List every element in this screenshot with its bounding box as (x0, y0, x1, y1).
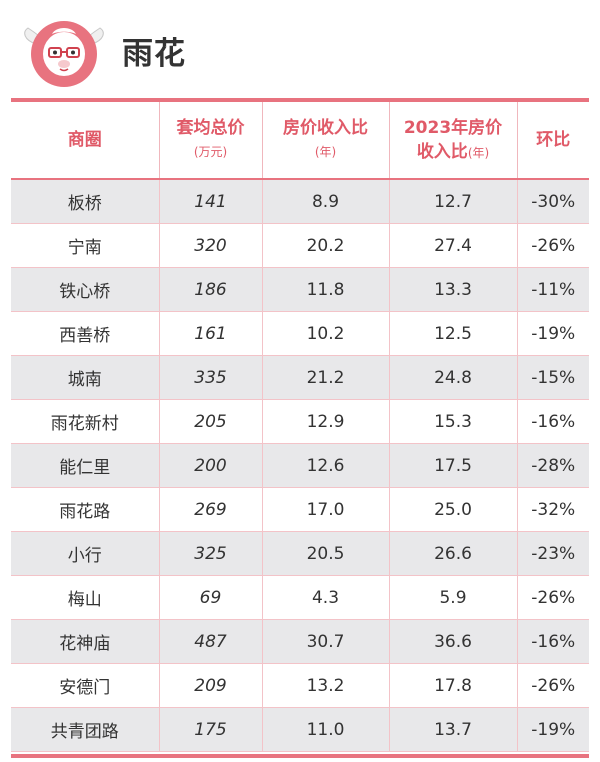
avg-total-price-cell: 209 (159, 663, 263, 708)
price-income-ratio-cell: 13.2 (262, 663, 390, 708)
table-header-row: 商圈 套均总价 (万元) 房价收入比 (年) 2023年房价 收入比(年) 环比 (11, 102, 589, 180)
avg-total-price-cell: 487 (159, 619, 263, 664)
table-row: 西善桥 161 10.2 12.5 -19% (11, 311, 589, 356)
change-cell: -16% (517, 619, 589, 664)
change-cell: -19% (517, 707, 589, 752)
avg-total-price-cell: 205 (159, 399, 263, 444)
district-cell: 雨花新村 (11, 399, 160, 444)
district-cell: 板桥 (11, 179, 160, 224)
page-title: 雨花 (122, 36, 186, 72)
district-cell: 梅山 (11, 575, 160, 620)
table-row: 梅山 69 4.3 5.9 -26% (11, 575, 589, 620)
price-income-ratio-2023-cell: 12.5 (389, 311, 518, 356)
price-income-ratio-cell: 20.2 (262, 223, 390, 268)
district-cell: 小行 (11, 531, 160, 576)
district-cell: 雨花路 (11, 487, 160, 532)
price-income-ratio-2023-cell: 15.3 (389, 399, 518, 444)
price-income-ratio-cell: 10.2 (262, 311, 390, 356)
table-top-rule (11, 98, 589, 102)
district-cell: 能仁里 (11, 443, 160, 488)
change-cell: -23% (517, 531, 589, 576)
change-cell: -15% (517, 355, 589, 400)
table-row: 宁南 320 20.2 27.4 -26% (11, 223, 589, 268)
price-income-ratio-cell: 17.0 (262, 487, 390, 532)
change-cell: -26% (517, 575, 589, 620)
price-income-ratio-2023-cell: 5.9 (389, 575, 518, 620)
district-cell: 花神庙 (11, 619, 160, 664)
avg-total-price-cell: 269 (159, 487, 263, 532)
table-row: 铁心桥 186 11.8 13.3 -11% (11, 267, 589, 312)
price-income-table: 商圈 套均总价 (万元) 房价收入比 (年) 2023年房价 收入比(年) 环比 (11, 102, 589, 752)
cartoon-mascot-logo-icon (24, 21, 104, 87)
district-cell: 西善桥 (11, 311, 160, 356)
table-row: 雨花路 269 17.0 25.0 -32% (11, 487, 589, 532)
price-income-ratio-2023-cell: 25.0 (389, 487, 518, 532)
table-row: 能仁里 200 12.6 17.5 -28% (11, 443, 589, 488)
change-cell: -11% (517, 267, 589, 312)
price-income-ratio-cell: 8.9 (262, 179, 390, 224)
price-income-ratio-cell: 11.8 (262, 267, 390, 312)
column-header-avg-total-price: 套均总价 (万元) (159, 102, 263, 180)
district-cell: 宁南 (11, 223, 160, 268)
price-income-ratio-cell: 21.2 (262, 355, 390, 400)
price-income-ratio-2023-cell: 13.3 (389, 267, 518, 312)
change-cell: -30% (517, 179, 589, 224)
table-row: 城南 335 21.2 24.8 -15% (11, 355, 589, 400)
page-header: 雨花 (0, 0, 600, 100)
price-income-ratio-cell: 4.3 (262, 575, 390, 620)
avg-total-price-cell: 141 (159, 179, 263, 224)
price-income-ratio-2023-cell: 26.6 (389, 531, 518, 576)
change-cell: -26% (517, 223, 589, 268)
price-income-ratio-2023-cell: 24.8 (389, 355, 518, 400)
column-header-2023-price-income-ratio: 2023年房价 收入比(年) (389, 102, 518, 180)
table-row: 安德门 209 13.2 17.8 -26% (11, 663, 589, 708)
column-header-district: 商圈 (11, 102, 160, 180)
change-cell: -26% (517, 663, 589, 708)
avg-total-price-cell: 175 (159, 707, 263, 752)
price-income-ratio-2023-cell: 17.8 (389, 663, 518, 708)
price-income-ratio-cell: 20.5 (262, 531, 390, 576)
price-income-ratio-2023-cell: 36.6 (389, 619, 518, 664)
price-income-ratio-2023-cell: 17.5 (389, 443, 518, 488)
price-income-ratio-cell: 12.9 (262, 399, 390, 444)
avg-total-price-cell: 161 (159, 311, 263, 356)
price-income-ratio-cell: 12.6 (262, 443, 390, 488)
column-header-price-income-ratio: 房价收入比 (年) (262, 102, 390, 180)
price-income-ratio-2023-cell: 12.7 (389, 179, 518, 224)
table-row: 雨花新村 205 12.9 15.3 -16% (11, 399, 589, 444)
table-row: 板桥 141 8.9 12.7 -30% (11, 179, 589, 224)
price-income-table-container: 商圈 套均总价 (万元) 房价收入比 (年) 2023年房价 收入比(年) 环比 (11, 98, 589, 758)
avg-total-price-cell: 335 (159, 355, 263, 400)
price-income-ratio-2023-cell: 13.7 (389, 707, 518, 752)
table-row: 花神庙 487 30.7 36.6 -16% (11, 619, 589, 664)
table-row: 共青团路 175 11.0 13.7 -19% (11, 707, 589, 752)
avg-total-price-cell: 200 (159, 443, 263, 488)
district-cell: 安德门 (11, 663, 160, 708)
table-bottom-rule (11, 754, 589, 758)
change-cell: -19% (517, 311, 589, 356)
avg-total-price-cell: 186 (159, 267, 263, 312)
table-body: 板桥 141 8.9 12.7 -30% 宁南 320 20.2 27.4 -26% 铁心桥 186 1… (11, 179, 589, 752)
change-cell: -28% (517, 443, 589, 488)
avg-total-price-cell: 325 (159, 531, 263, 576)
change-cell: -32% (517, 487, 589, 532)
price-income-ratio-cell: 30.7 (262, 619, 390, 664)
column-header-change: 环比 (517, 102, 589, 180)
avg-total-price-cell: 320 (159, 223, 263, 268)
table-row: 小行 325 20.5 26.6 -23% (11, 531, 589, 576)
district-cell: 城南 (11, 355, 160, 400)
change-cell: -16% (517, 399, 589, 444)
price-income-ratio-2023-cell: 27.4 (389, 223, 518, 268)
price-income-ratio-cell: 11.0 (262, 707, 390, 752)
district-cell: 共青团路 (11, 707, 160, 752)
avg-total-price-cell: 69 (159, 575, 263, 620)
district-cell: 铁心桥 (11, 267, 160, 312)
